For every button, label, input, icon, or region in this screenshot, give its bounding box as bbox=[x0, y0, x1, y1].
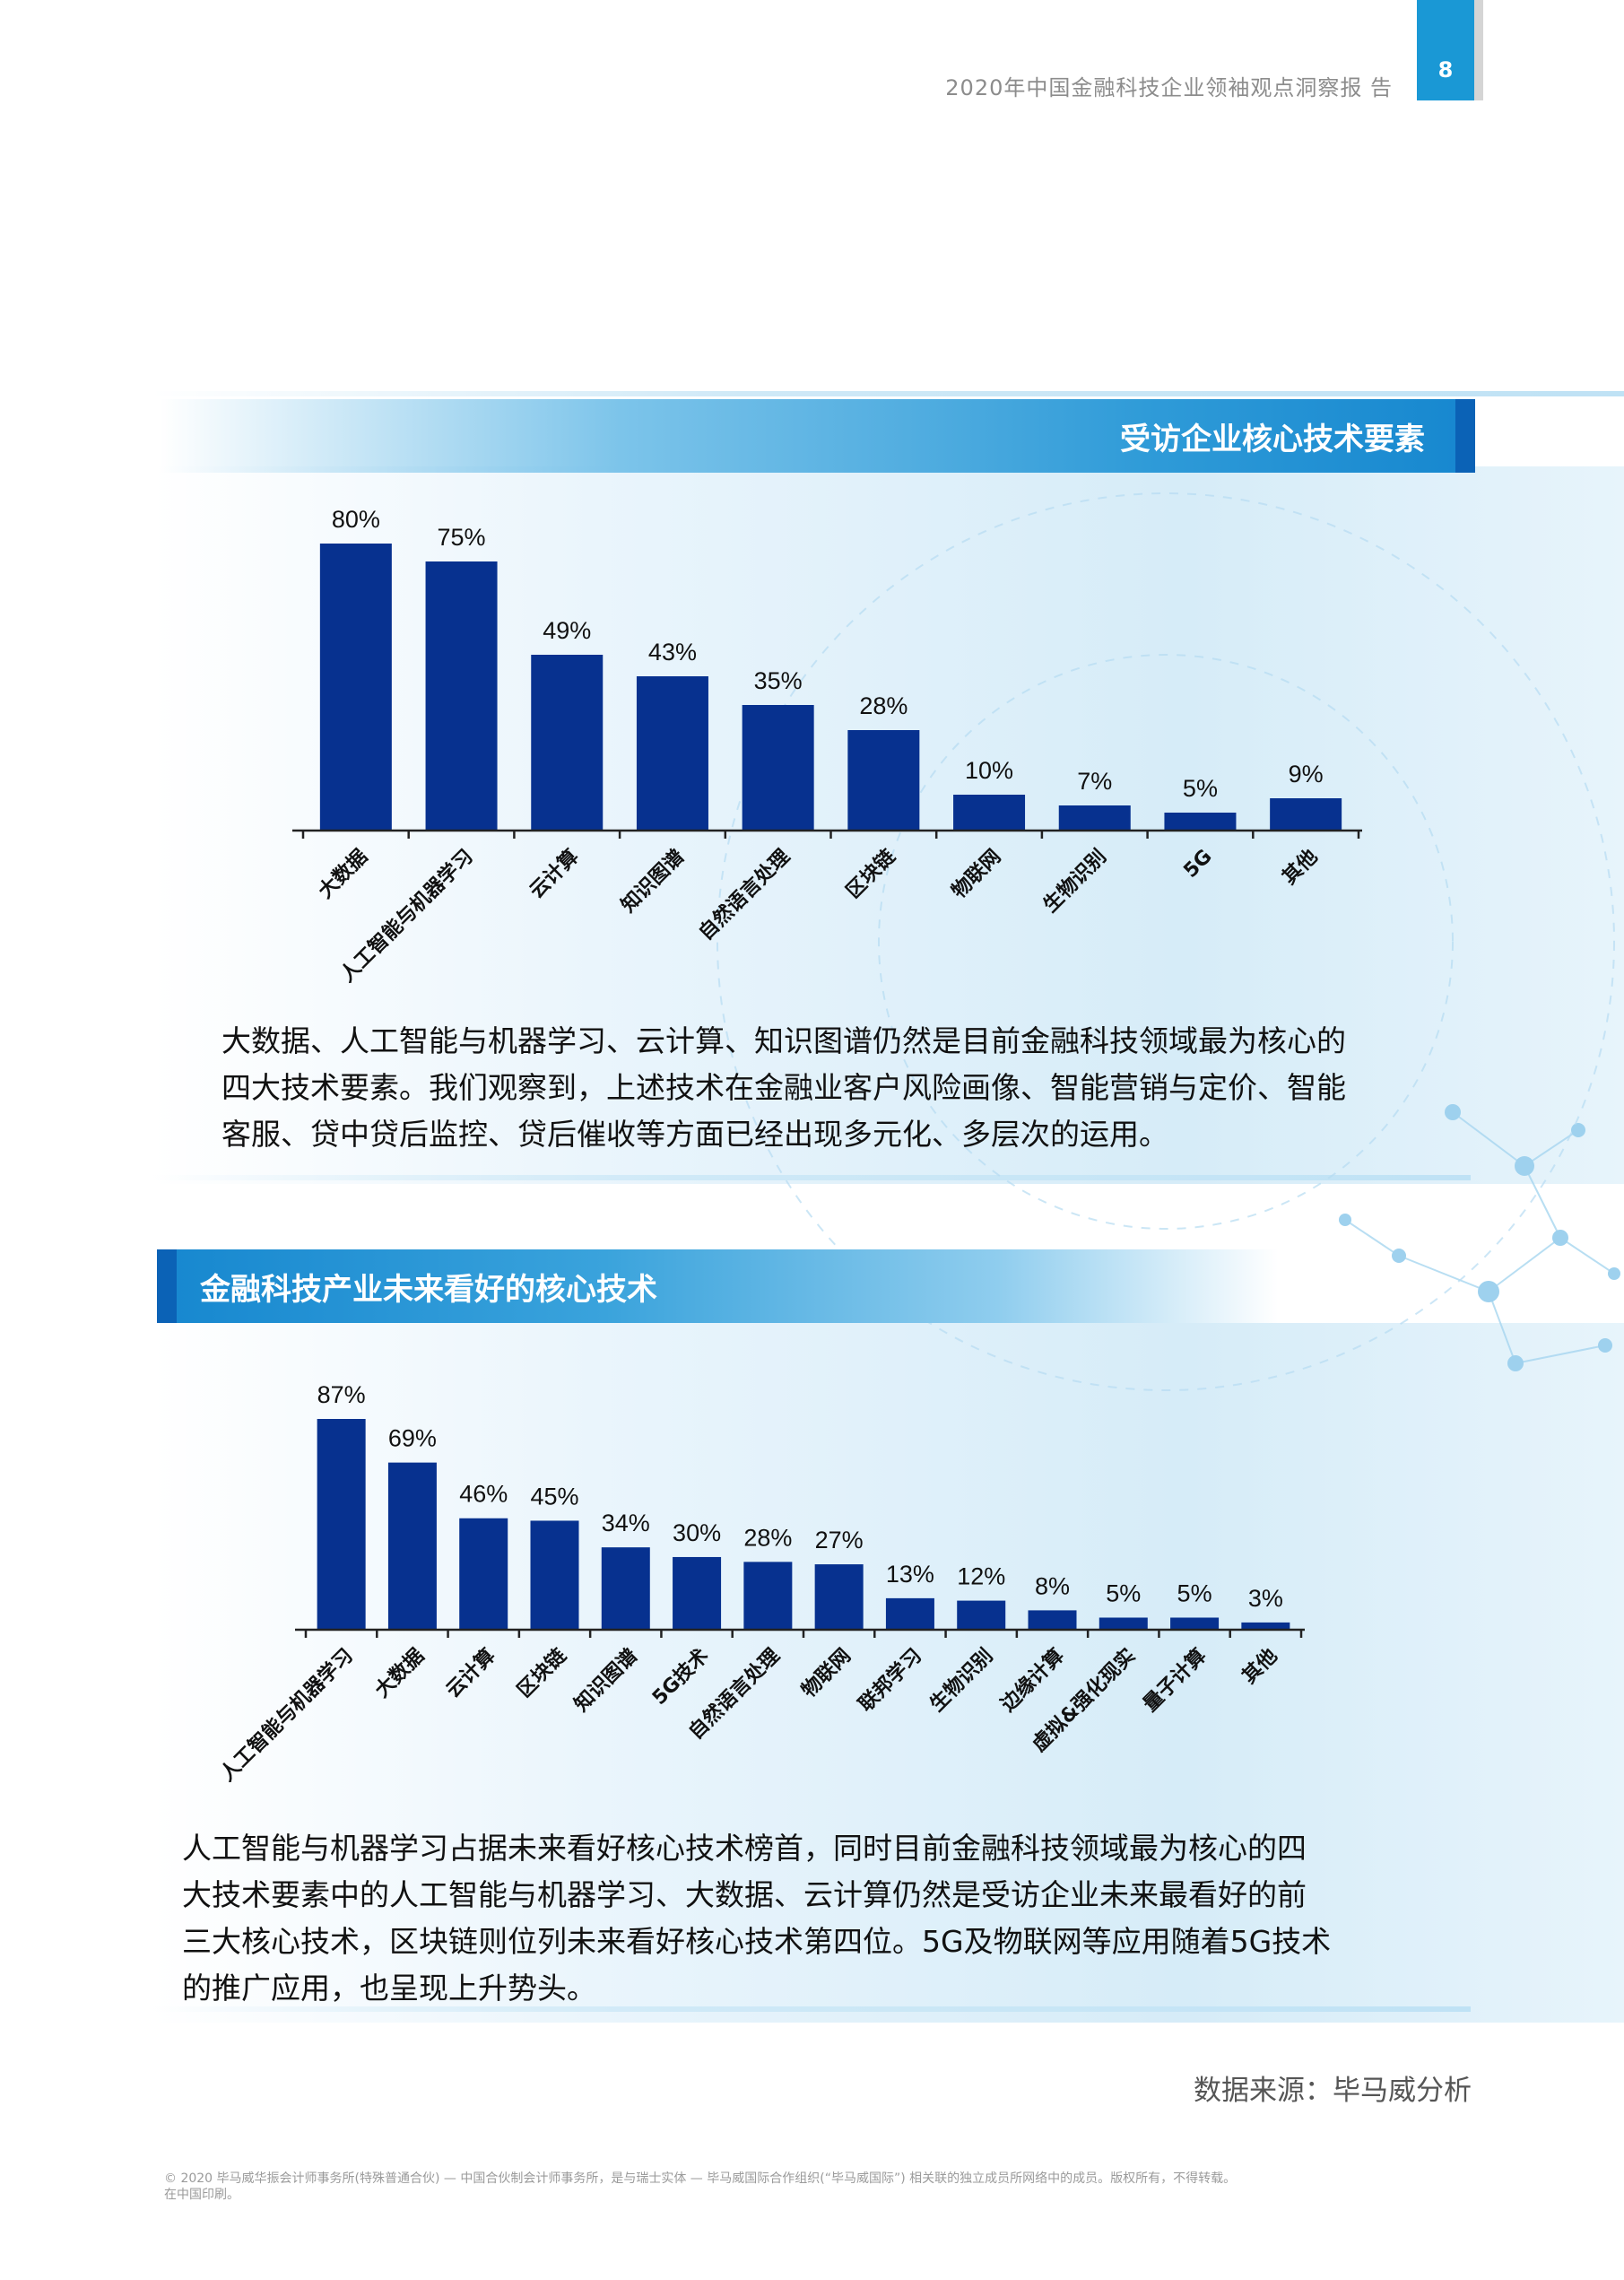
page-number: 8 bbox=[1437, 57, 1454, 83]
category-label: 其他 bbox=[1238, 1645, 1282, 1689]
bar bbox=[601, 1547, 650, 1630]
bar bbox=[814, 1564, 864, 1630]
value-label: 28% bbox=[859, 692, 908, 719]
bar bbox=[847, 730, 920, 831]
value-label: 13% bbox=[886, 1561, 934, 1588]
bar bbox=[1099, 1617, 1148, 1630]
value-label: 5% bbox=[1106, 1579, 1141, 1606]
bar bbox=[953, 795, 1026, 831]
value-label: 34% bbox=[602, 1510, 650, 1536]
category-label: 联邦学习 bbox=[855, 1644, 927, 1717]
page-tab-shadow bbox=[1474, 0, 1483, 100]
value-label: 69% bbox=[388, 1425, 437, 1452]
section2-banner: 金融科技产业未来看好的核心技术 bbox=[157, 1249, 1278, 1323]
section2-paragraph: 人工智能与机器学习占据未来看好核心技术榜首，同时目前金融科技领域最为核心的四 大… bbox=[182, 1831, 1332, 2006]
bar bbox=[673, 1556, 722, 1630]
category-label: 5G技术 bbox=[648, 1645, 713, 1710]
bar bbox=[319, 544, 392, 831]
section1-top-line bbox=[152, 391, 1624, 396]
bar bbox=[1028, 1610, 1077, 1630]
value-label: 5% bbox=[1177, 1579, 1212, 1606]
value-label: 27% bbox=[815, 1527, 864, 1553]
value-label: 43% bbox=[648, 639, 697, 666]
value-label: 75% bbox=[438, 524, 486, 551]
category-label: 人工智能与机器学习 bbox=[215, 1644, 357, 1786]
section1-banner-cap bbox=[1455, 399, 1475, 473]
section1-paragraph: 大数据、人工智能与机器学习、云计算、知识图谱仍然是目前金融科技领域最为核心的 四… bbox=[221, 1023, 1346, 1152]
section2-banner-cap bbox=[157, 1249, 177, 1323]
bar bbox=[1164, 813, 1237, 831]
category-label: 云计算 bbox=[441, 1644, 499, 1702]
section2-bottom-line bbox=[152, 2006, 1471, 2012]
bar bbox=[1058, 805, 1131, 831]
bar bbox=[885, 1597, 934, 1630]
data-source: 数据来源：毕马威分析 bbox=[1194, 2075, 1472, 2107]
value-label: 49% bbox=[543, 617, 591, 644]
value-label: 8% bbox=[1035, 1572, 1070, 1599]
bar bbox=[636, 676, 708, 831]
category-label: 边缘计算 bbox=[995, 1644, 1068, 1717]
report-title: 2020年中国金融科技企业领袖观点洞察报 告 bbox=[945, 75, 1393, 100]
bar bbox=[742, 705, 814, 831]
bar bbox=[1241, 1622, 1290, 1630]
copyright-footer: © 2020 毕马威华振会计师事务所(特殊普通合伙) — 中国合伙制会计师事务所… bbox=[164, 2171, 1237, 2202]
bar bbox=[531, 655, 604, 831]
value-label: 46% bbox=[459, 1481, 508, 1508]
bar bbox=[1270, 798, 1342, 831]
bar bbox=[459, 1518, 508, 1630]
bar bbox=[743, 1562, 793, 1630]
page-number-tab: 8 bbox=[1417, 0, 1474, 100]
value-label: 80% bbox=[332, 506, 380, 533]
value-label: 12% bbox=[957, 1563, 1005, 1590]
value-label: 28% bbox=[743, 1524, 792, 1551]
bar bbox=[387, 1462, 437, 1630]
value-label: 87% bbox=[317, 1381, 366, 1408]
bar bbox=[1170, 1617, 1220, 1630]
value-label: 9% bbox=[1289, 761, 1324, 788]
category-label: 区块链 bbox=[513, 1644, 571, 1702]
category-label: 大数据 bbox=[370, 1644, 429, 1702]
bar bbox=[957, 1600, 1006, 1630]
value-label: 45% bbox=[530, 1483, 578, 1510]
section1-title: 受访企业核心技术要素 bbox=[1120, 421, 1425, 457]
category-label: 生物识别 bbox=[925, 1644, 998, 1717]
bar bbox=[317, 1419, 366, 1630]
section1-bottom-line bbox=[152, 1175, 1471, 1180]
category-label: 知识图谱 bbox=[569, 1644, 642, 1717]
bar bbox=[425, 561, 498, 831]
value-label: 7% bbox=[1077, 768, 1112, 795]
section1-banner: 受访企业核心技术要素 bbox=[160, 399, 1475, 473]
section2-title: 金融科技产业未来看好的核心技术 bbox=[200, 1271, 657, 1308]
value-label: 3% bbox=[1248, 1585, 1283, 1612]
category-label: 量子计算 bbox=[1139, 1644, 1211, 1717]
value-label: 5% bbox=[1183, 775, 1218, 802]
value-label: 35% bbox=[754, 667, 803, 694]
bar bbox=[530, 1520, 579, 1630]
value-label: 30% bbox=[673, 1519, 721, 1546]
value-label: 10% bbox=[965, 757, 1013, 784]
category-label: 物联网 bbox=[797, 1644, 855, 1702]
section2-background bbox=[152, 1323, 1624, 2023]
